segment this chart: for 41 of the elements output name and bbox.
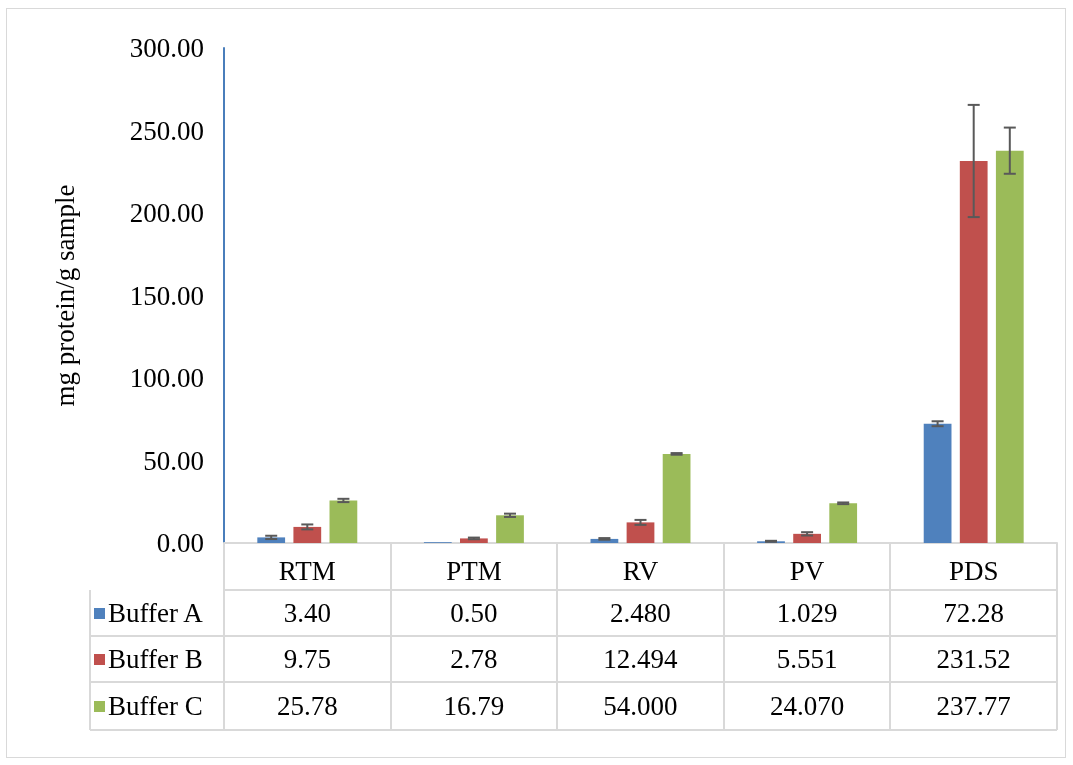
bar xyxy=(923,423,952,543)
data-label: 16.79 xyxy=(442,689,506,723)
legend-label: Buffer B xyxy=(108,643,203,675)
y-axis-title: mg protein/g sample xyxy=(49,184,80,407)
data-label: 54.000 xyxy=(602,689,679,723)
y-tick-label: 50.00 xyxy=(143,445,204,476)
data-label: 5.551 xyxy=(775,642,839,676)
legend-label: Buffer A xyxy=(108,597,203,629)
x-tick-label: RV xyxy=(622,555,659,586)
data-label: 0.50 xyxy=(449,596,499,630)
y-tick-label: 300.00 xyxy=(129,33,204,63)
data-label: 3.40 xyxy=(282,596,332,630)
bar xyxy=(329,500,358,543)
x-tick-label: RTM xyxy=(278,555,336,586)
y-tick-label: 250.00 xyxy=(129,115,204,146)
data-label: 237.77 xyxy=(935,689,1012,723)
bar xyxy=(293,526,322,543)
bar xyxy=(496,515,524,543)
y-tick-label: 0.00 xyxy=(156,528,204,558)
bar xyxy=(793,533,821,543)
data-label: 25.78 xyxy=(275,689,339,723)
bar xyxy=(626,522,655,543)
bar xyxy=(829,503,858,543)
y-tick-label: 200.00 xyxy=(129,198,204,228)
data-label: 9.75 xyxy=(282,642,332,676)
data-label: 2.78 xyxy=(449,642,499,676)
x-tick-label: PDS xyxy=(948,555,999,586)
legend-label: Buffer C xyxy=(108,690,203,722)
bar xyxy=(662,453,691,543)
x-tick-label: PTM xyxy=(446,555,502,586)
data-label: 24.070 xyxy=(768,689,846,723)
data-label: 12.494 xyxy=(602,642,679,676)
y-tick-label: 100.00 xyxy=(129,363,204,393)
y-tick-label: 150.00 xyxy=(129,280,204,311)
bar xyxy=(995,150,1024,543)
data-label: 72.28 xyxy=(942,596,1006,630)
x-tick-label: PV xyxy=(789,555,825,586)
data-label: 231.52 xyxy=(935,642,1012,676)
data-label: 1.029 xyxy=(775,596,839,630)
data-label: 2.480 xyxy=(609,596,672,630)
bar xyxy=(959,160,988,543)
